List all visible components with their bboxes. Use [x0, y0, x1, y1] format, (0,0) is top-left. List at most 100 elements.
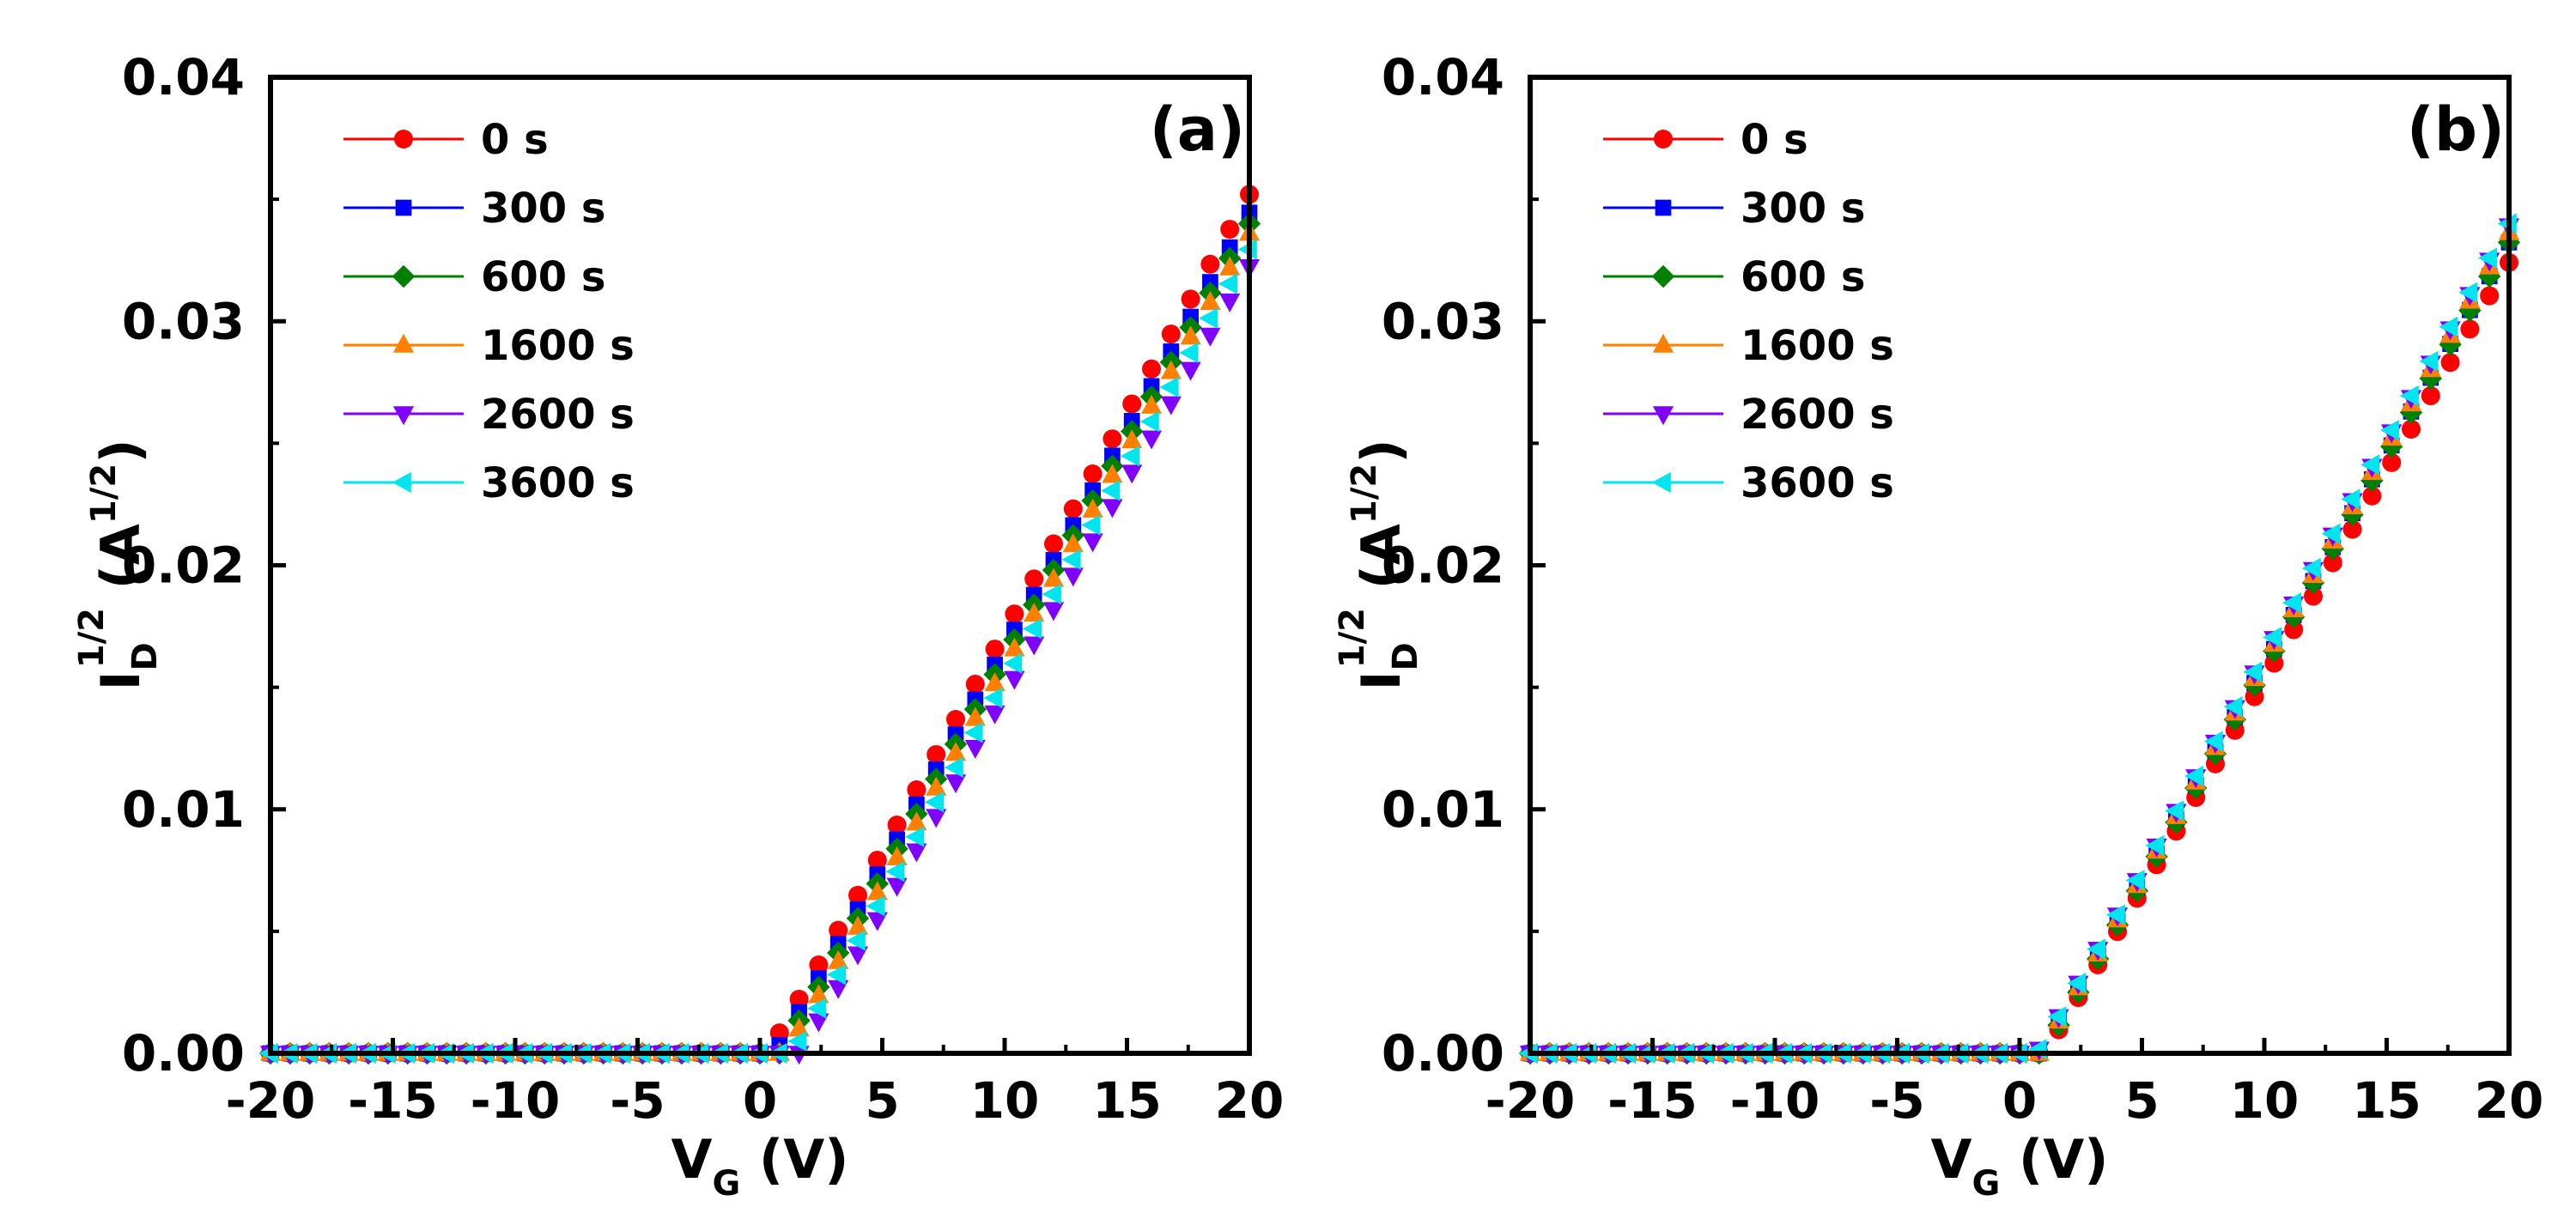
panel-b-ytick-label: 0.00: [1382, 1024, 1504, 1083]
panel-a-xtick-label: 20: [1215, 1071, 1285, 1130]
panel-b-data-point: [2165, 800, 2184, 822]
panel-a-data-point: [907, 779, 927, 799]
panel-b-label: (b): [2407, 94, 2505, 165]
panel-b-frame: [1528, 75, 2512, 1056]
panel-a: -20 -15 -10 -5 0 5 10 15 200.000.010.020.030.04 …: [72, 48, 1284, 1204]
panel-b-legend: 0 s 300 s 600 s 1600 s 2600 s 3600 s: [1603, 116, 1894, 507]
panel-a-data-point: [827, 964, 846, 986]
panel-b-data-point: [2439, 316, 2458, 337]
panel-b-data-point: [2304, 586, 2323, 606]
panel-a-data-point: [1063, 499, 1083, 519]
panel-b-data-point: [2458, 282, 2478, 303]
panel-a-data-point: [1122, 394, 1142, 414]
panel-a-series-1: [262, 204, 1258, 1062]
panel-b-xtick-label: 10: [2230, 1071, 2300, 1130]
panel-a-ylabel-sub: D: [125, 642, 165, 670]
panel-a-data-point: [866, 912, 888, 931]
panel-b-legend-label: 300 s: [1741, 185, 1865, 233]
panel-b-data-point: [2145, 834, 2165, 857]
panel-a-data-point: [1042, 602, 1065, 622]
panel-a-data-point: [1062, 567, 1084, 587]
panel-b-xlabel-main: V: [1930, 1128, 1971, 1191]
panel-a-legend-item: 600 s: [343, 253, 605, 301]
panel-b-ytick-label: 0.01: [1382, 780, 1504, 839]
panel-a-series-0: [261, 185, 1259, 1063]
panel-b-ylabel-unit-open: (A: [1350, 524, 1413, 608]
panel-b-ytick-label: 0.03: [1382, 292, 1504, 350]
panel-a-xlabel-unit: (V): [740, 1128, 848, 1191]
panel-a-data-point: [1142, 359, 1161, 379]
panel-b-data-point: [2263, 627, 2282, 648]
panel-a-xtick-label: -15: [348, 1071, 438, 1130]
panel-a-data-point: [1219, 293, 1241, 312]
panel-b-legend-marker: [1654, 130, 1673, 149]
panel-a-ticks: -20 -15 -10 -5 0 5 10 15 20 0.00 0.01 0.02 0.03 0.04: [122, 48, 1284, 1130]
panel-a-data-point: [963, 722, 983, 743]
panel-a-data-point: [1160, 360, 1182, 379]
panel-b-legend-item: 3600 s: [1603, 459, 1894, 507]
panel-b-data-point: [2087, 938, 2105, 960]
panel-a-data-point: [1061, 549, 1081, 570]
panel-a-data-point: [867, 850, 887, 870]
panel-b-legend-label: 0 s: [1741, 116, 1808, 164]
panel-b-data-point: [2223, 696, 2243, 718]
panel-a-ylabel-sup: 1/2: [72, 608, 112, 668]
panel-a-data-point: [984, 705, 1005, 725]
panel-b-data-point: [2264, 653, 2284, 673]
panel-a-data-point: [1200, 327, 1221, 347]
panel-a-data-point: [964, 739, 986, 759]
panel-a-data-point: [846, 930, 866, 951]
panel-a-data-point: [886, 877, 908, 897]
panel-a-xtick-label: 10: [970, 1071, 1040, 1130]
panel-a-data-point: [965, 675, 985, 694]
panel-a-data-point: [1140, 394, 1163, 414]
panel-a-ylabel-unit-close: ): [89, 439, 152, 463]
panel-b-data-point: [2284, 620, 2304, 640]
panel-a-data-point: [1180, 361, 1201, 381]
panel-a-data-point: [1200, 254, 1220, 274]
panel-b-data-point: [2382, 452, 2402, 472]
panel-a-data-point: [1005, 604, 1024, 624]
panel-b-data-point: [2301, 557, 2321, 579]
panel-b-ytick-label: 0.04: [1382, 48, 1504, 106]
svg-text:ID1/2 (A1/2): ID 1/2 (A1/2): [72, 439, 165, 690]
panel-a-data-point: [925, 791, 944, 813]
panel-a-legend-item: 3600 s: [343, 459, 635, 507]
panel-a-data-point: [1180, 325, 1201, 345]
panel-b-data-point: [2203, 731, 2223, 752]
panel-b-legend-label: 3600 s: [1741, 459, 1894, 507]
panel-a-data-point: [905, 826, 925, 847]
panel-a-ytick-label: 0.01: [122, 780, 245, 839]
panel-b-xtick-label: -20: [1485, 1071, 1576, 1130]
panel-b-data-point: [2399, 385, 2419, 407]
panel-b-xtick-label: 15: [2352, 1071, 2421, 1130]
panel-b-ylabel-sup: 1/2: [1333, 608, 1372, 668]
panel-b-data-point: [2421, 386, 2440, 406]
panel-a-ytick-label: 0.00: [122, 1024, 245, 1083]
panel-a-xtick-label: 15: [1092, 1071, 1162, 1130]
panel-a-ylabel-main: I: [89, 670, 152, 690]
panel-b-legend-marker: [1651, 471, 1671, 494]
panel-a-data-point: [866, 895, 885, 917]
panel-a-legend-marker: [392, 471, 411, 494]
panel-a-data-point: [829, 920, 848, 940]
panel-b-legend-item: 600 s: [1603, 253, 1865, 301]
panel-b-data-point: [2478, 247, 2497, 269]
panel-b-data-point: [2321, 523, 2341, 544]
panel-a-data-point: [808, 984, 829, 1004]
panel-a-series-4: [259, 259, 1261, 1065]
panel-a-legend-marker: [392, 406, 415, 426]
panel-a-data-point: [1140, 430, 1163, 450]
panel-a-ytick-label: 0.02: [122, 537, 245, 595]
panel-b-xtick-label: 5: [2124, 1071, 2159, 1130]
panel-b-data-point: [2067, 973, 2087, 994]
panel-a-data-point: [809, 955, 829, 975]
panel-a-data-point: [1024, 603, 1045, 622]
panel-a-data-point: [847, 915, 869, 935]
panel-a-legend-label: 0 s: [481, 116, 549, 164]
panel-b-series-2: [1518, 231, 2521, 1065]
panel-a-data-point: [787, 1030, 807, 1052]
panel-a-ytick-label: 0.03: [122, 292, 245, 350]
panel-a-data-point: [927, 744, 946, 764]
